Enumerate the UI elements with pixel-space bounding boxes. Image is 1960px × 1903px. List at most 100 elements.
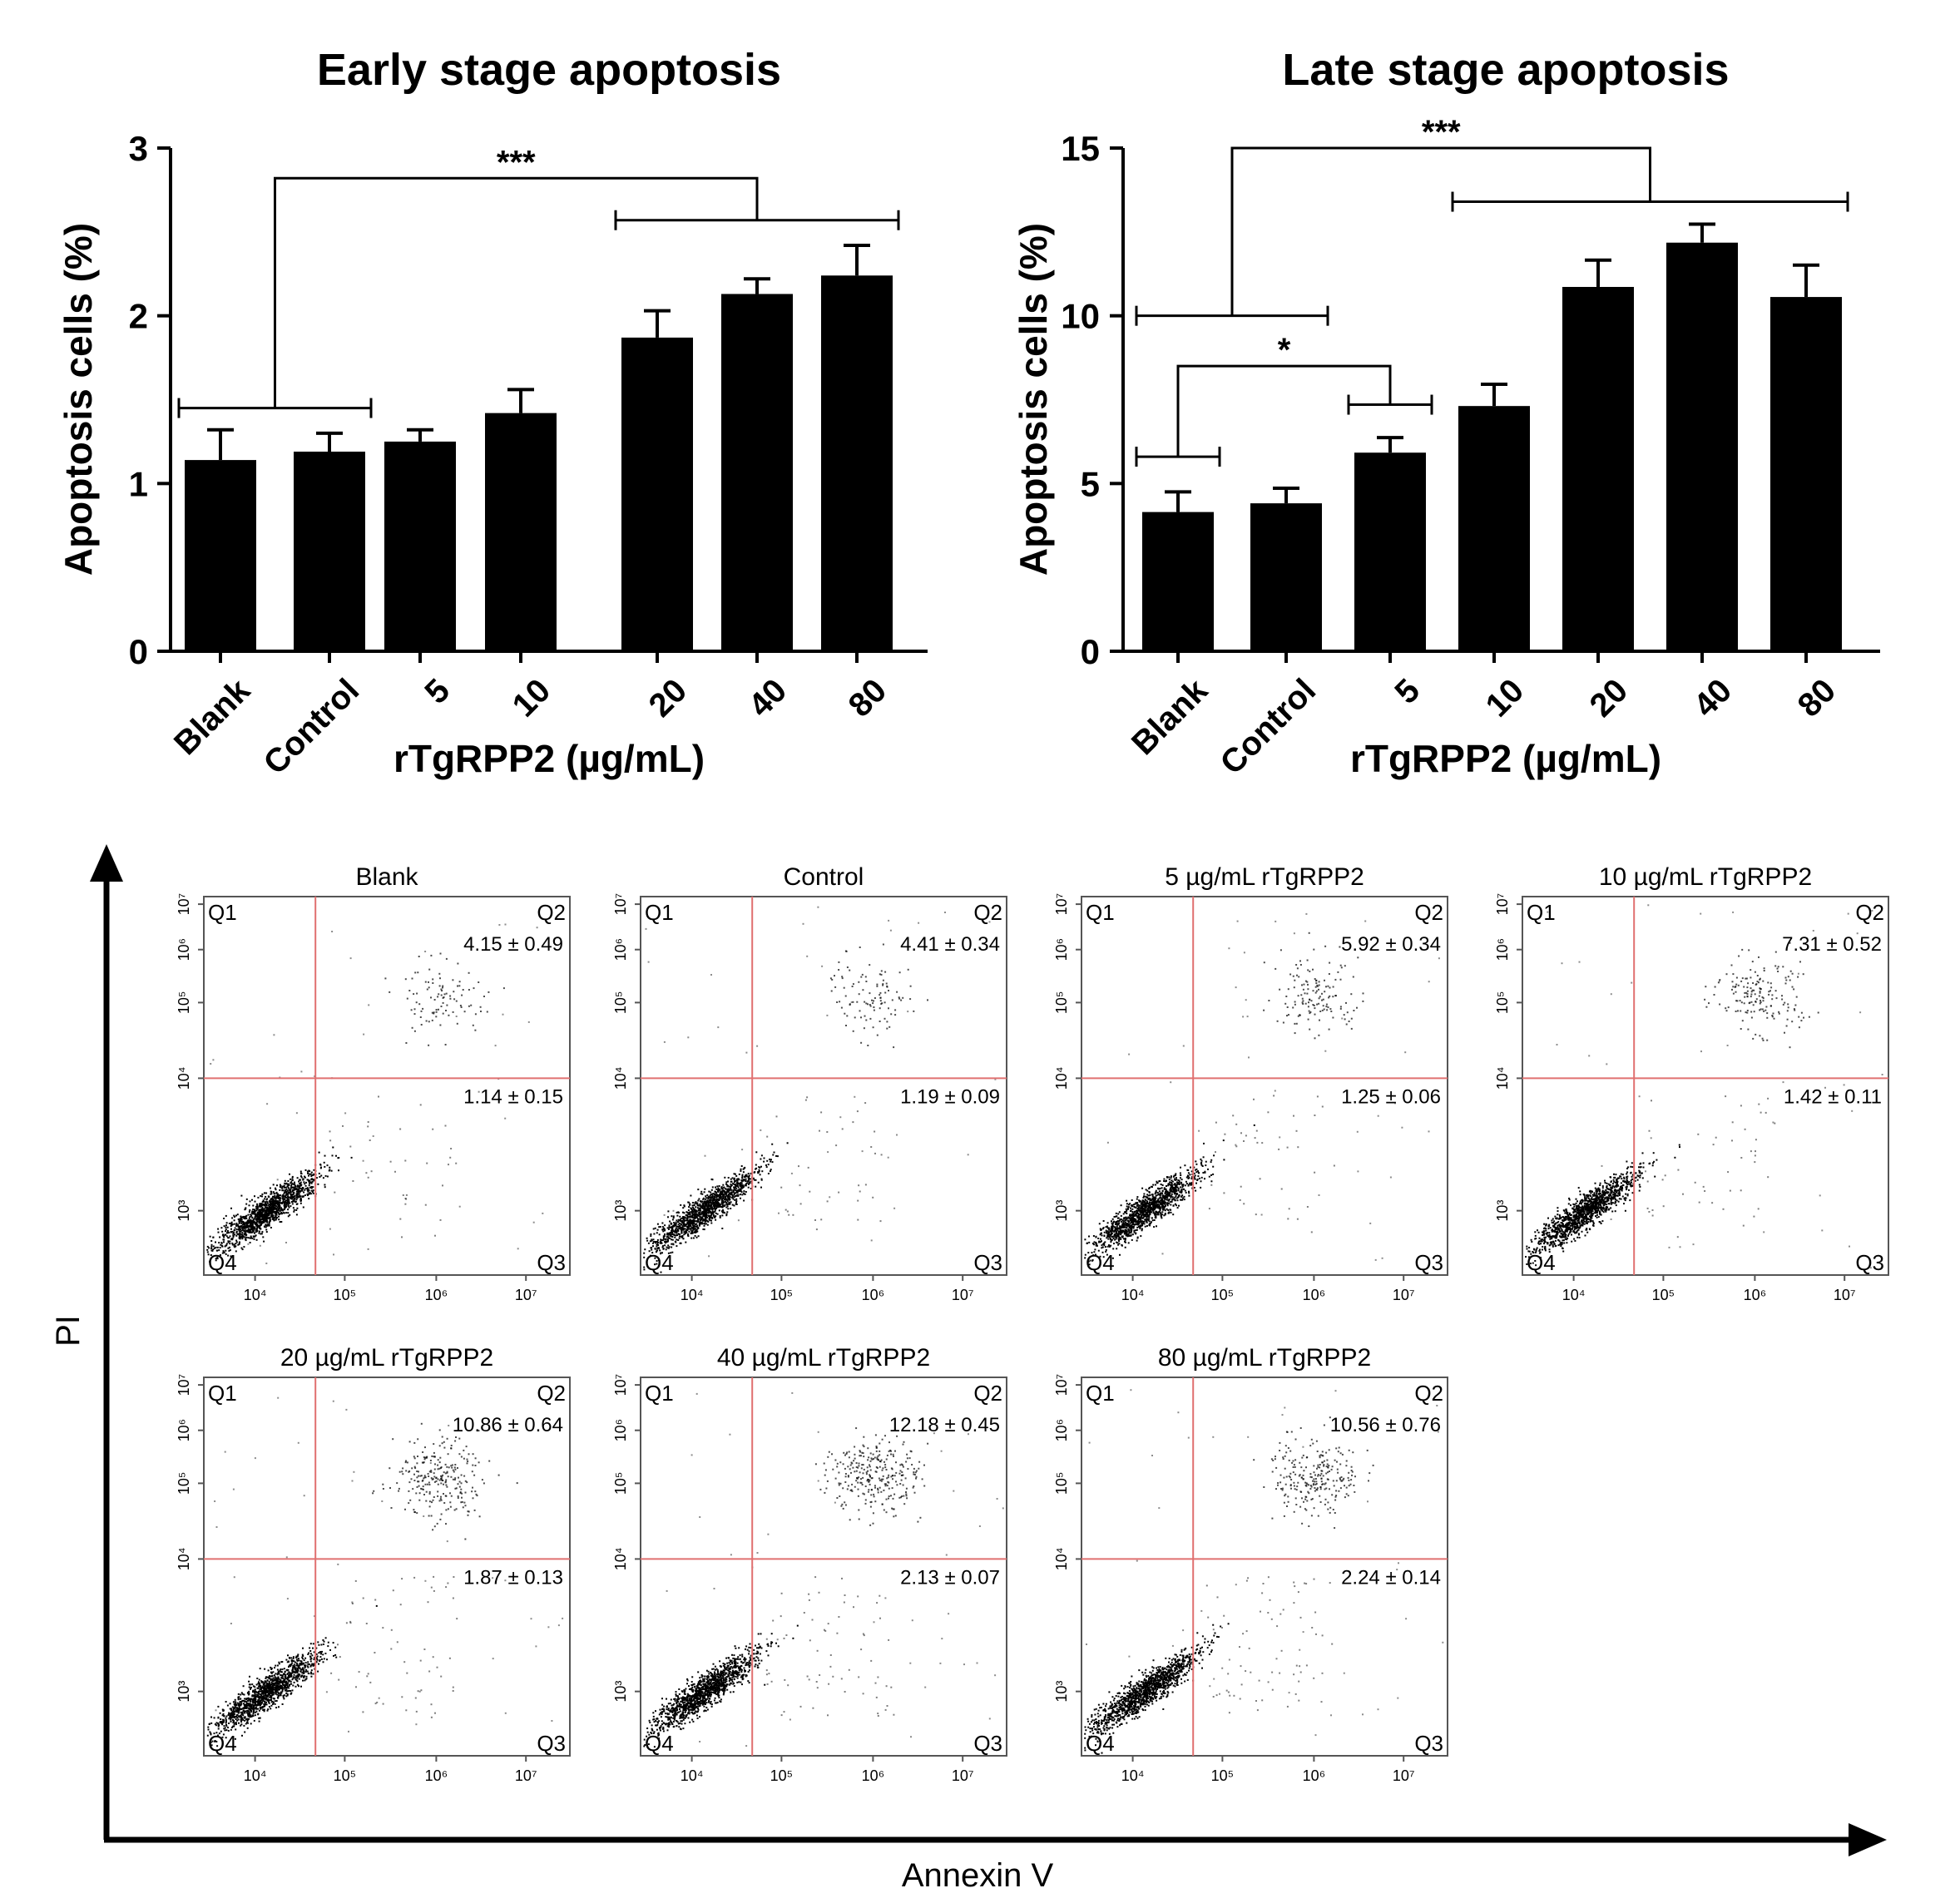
- cell-dot: [692, 1217, 695, 1219]
- cell-dot: [242, 1226, 245, 1228]
- cell-dot: [1274, 1090, 1276, 1092]
- cell-dot: [337, 1157, 339, 1159]
- cell-dot: [441, 990, 443, 992]
- cell-dot: [944, 912, 946, 913]
- cell-dot: [1109, 1233, 1111, 1236]
- cell-dot: [846, 966, 849, 968]
- cell-dot: [248, 1221, 250, 1223]
- cell-dot: [1589, 1200, 1591, 1203]
- cell-dot: [310, 1182, 313, 1184]
- cell-dot: [733, 1204, 735, 1207]
- cell-dot: [669, 1234, 671, 1237]
- cell-dot: [1369, 1222, 1372, 1224]
- cell-dot: [280, 1202, 282, 1204]
- cell-dot: [278, 1215, 280, 1218]
- cell-dot: [525, 1098, 527, 1100]
- cell-dot: [707, 1211, 710, 1213]
- cell-dot: [312, 1192, 314, 1194]
- cell-dot: [472, 1024, 474, 1026]
- cell-dot: [736, 1181, 739, 1184]
- cell-dot: [292, 1199, 294, 1202]
- cell-dot: [305, 1181, 307, 1184]
- cell-dot: [654, 1263, 656, 1266]
- cell-dot: [840, 1006, 843, 1009]
- cell-dot: [1268, 1000, 1270, 1001]
- cell-dot: [722, 1184, 725, 1186]
- cell-dot: [691, 1223, 694, 1226]
- cell-dot: [1139, 1211, 1141, 1213]
- cell-dot: [287, 1209, 290, 1211]
- cell-dot: [767, 1164, 770, 1166]
- cell-dot: [1168, 1176, 1171, 1179]
- cell-dot: [1146, 1201, 1148, 1204]
- cell-dot: [288, 1189, 290, 1191]
- cell-dot: [698, 1198, 700, 1200]
- cell-dot: [313, 1169, 315, 1171]
- cell-dot: [312, 1189, 314, 1192]
- cell-dot: [254, 1226, 256, 1228]
- cell-dot: [1160, 1196, 1162, 1199]
- cell-dot: [1551, 1230, 1553, 1233]
- cell-dot: [729, 1186, 731, 1189]
- cell-dot: [299, 1202, 302, 1204]
- cell-dot: [841, 977, 844, 980]
- cell-dot: [1356, 1130, 1359, 1133]
- cell-dot: [294, 1201, 296, 1204]
- cell-dot: [295, 1189, 298, 1191]
- cell-dot: [1106, 1253, 1108, 1256]
- cell-dot: [437, 996, 439, 998]
- cell-dot: [1544, 1248, 1547, 1251]
- bar: [1770, 297, 1842, 651]
- cell-dot: [255, 1222, 258, 1224]
- cell-dot: [1563, 1219, 1566, 1222]
- cell-dot: [1165, 1188, 1167, 1190]
- cell-dot: [1303, 983, 1305, 986]
- cell-dot: [836, 1001, 839, 1003]
- cell-dot: [1329, 1008, 1332, 1011]
- cell-dot: [299, 1193, 300, 1195]
- cell-dot: [667, 1216, 669, 1218]
- cell-dot: [265, 1217, 268, 1219]
- cell-dot: [1133, 1218, 1136, 1220]
- cell-dot: [1200, 1158, 1202, 1160]
- cell-dot: [686, 1231, 688, 1233]
- cell-dot: [1156, 1213, 1158, 1216]
- cell-dot: [278, 1201, 280, 1204]
- cell-dot: [1106, 1227, 1109, 1229]
- cell-dot: [733, 1177, 735, 1179]
- cell-dot: [726, 1205, 729, 1208]
- cell-dot: [268, 1196, 270, 1199]
- cell-dot: [710, 1208, 713, 1210]
- cell-dot: [290, 1196, 293, 1199]
- cell-dot: [295, 1213, 298, 1216]
- cell-dot: [1339, 1006, 1342, 1008]
- cell-dot: [1123, 1223, 1126, 1225]
- cell-dot: [1299, 960, 1301, 962]
- cell-dot: [1273, 1095, 1275, 1097]
- cell-dot: [667, 1247, 670, 1249]
- cell-dot: [799, 1203, 802, 1205]
- x-tick-label: 10⁵: [1211, 1287, 1234, 1303]
- cell-dot: [1112, 1238, 1115, 1239]
- cell-dot: [1330, 1011, 1333, 1012]
- cell-dot: [1142, 1199, 1145, 1202]
- cell-dot: [210, 1063, 212, 1065]
- cell-dot: [653, 1241, 655, 1243]
- cell-dot: [1607, 1183, 1610, 1185]
- cell-dot: [1116, 1225, 1118, 1228]
- cell-dot: [1121, 1235, 1123, 1238]
- cell-dot: [1129, 1225, 1131, 1227]
- cell-dot: [1215, 1151, 1216, 1154]
- cell-dot: [232, 1233, 235, 1235]
- cell-dot: [1245, 1134, 1247, 1137]
- cell-dot: [1187, 1175, 1190, 1178]
- cell-dot: [1276, 1020, 1279, 1022]
- cell-dot: [365, 1172, 368, 1174]
- cell-dot: [769, 1170, 771, 1173]
- cell-dot: [888, 1026, 891, 1028]
- cell-dot: [278, 1212, 280, 1214]
- cell-dot: [873, 1009, 875, 1011]
- cell-dot: [884, 991, 887, 994]
- cell-dot: [1149, 1204, 1151, 1207]
- cell-dot: [1124, 1238, 1126, 1241]
